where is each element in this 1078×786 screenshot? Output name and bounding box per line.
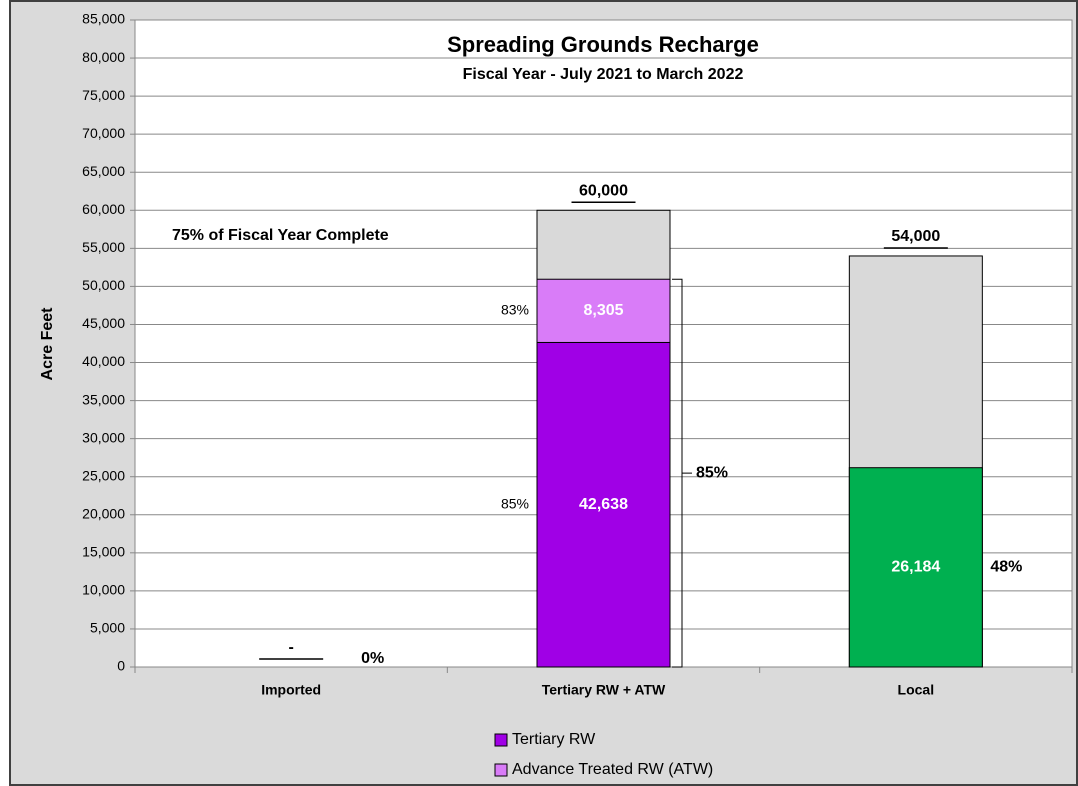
total-percent: 0%: [361, 650, 384, 667]
target-label: 60,000: [579, 183, 628, 200]
bar-segment: [848, 467, 983, 668]
legend-swatch: [494, 733, 508, 747]
segment-percent: 85%: [501, 495, 529, 511]
bar-segment: [536, 278, 671, 343]
total-percent: 48%: [990, 559, 1022, 576]
y-tick-label: 65,000: [82, 163, 125, 179]
y-tick-label: 50,000: [82, 277, 125, 293]
chart-subtitle: Fiscal Year - July 2021 to March 2022: [463, 66, 744, 83]
x-tick-label: Local: [898, 682, 935, 698]
bar-segment: [536, 341, 671, 668]
y-tick-label: 25,000: [82, 467, 125, 483]
value-label: 8,305: [583, 302, 623, 319]
x-tick-label: Imported: [261, 682, 321, 698]
legend-label: Advance Treated RW (ATW): [512, 761, 713, 778]
y-tick-label: 80,000: [82, 49, 125, 65]
y-axis-label: Acre Feet: [39, 307, 56, 381]
annotation: 75% of Fiscal Year Complete: [172, 227, 389, 244]
y-tick-label: 35,000: [82, 391, 125, 407]
legend-label: Tertiary RW: [512, 731, 596, 748]
y-tick-label: 40,000: [82, 353, 125, 369]
y-tick-label: 10,000: [82, 582, 125, 598]
y-tick-label: 0: [117, 658, 125, 674]
y-tick-label: 70,000: [82, 125, 125, 141]
legend-swatch: [494, 763, 508, 777]
chart-title: Spreading Grounds Recharge: [447, 32, 759, 57]
y-tick-label: 20,000: [82, 505, 125, 521]
target-label: -: [289, 639, 294, 656]
y-tick-label: 15,000: [82, 544, 125, 560]
y-tick-label: 55,000: [82, 239, 125, 255]
y-tick-label: 85,000: [82, 11, 125, 27]
value-label: 42,638: [579, 496, 628, 513]
y-tick-label: 5,000: [90, 620, 125, 636]
y-tick-label: 45,000: [82, 315, 125, 331]
y-tick-label: 30,000: [82, 429, 125, 445]
total-percent: 85%: [696, 464, 728, 481]
y-tick-label: 60,000: [82, 201, 125, 217]
y-tick-label: 75,000: [82, 87, 125, 103]
target-label: 54,000: [891, 228, 940, 245]
segment-percent: 83%: [501, 302, 529, 318]
value-label: 26,184: [891, 559, 940, 576]
x-tick-label: Tertiary RW + ATW: [542, 682, 666, 698]
